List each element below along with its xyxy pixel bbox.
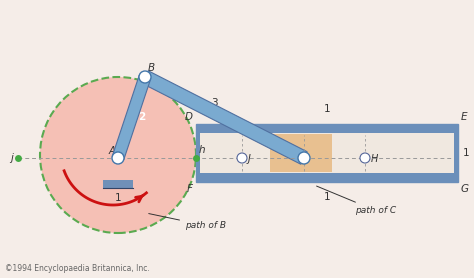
Text: 1: 1 [115, 193, 121, 203]
Text: 1: 1 [324, 192, 330, 202]
Circle shape [360, 153, 370, 163]
Text: j: j [10, 153, 13, 163]
Circle shape [112, 152, 124, 164]
Text: F: F [187, 184, 193, 194]
Text: 3: 3 [211, 98, 218, 108]
Circle shape [298, 152, 310, 164]
Polygon shape [112, 75, 151, 160]
Text: A: A [109, 146, 116, 156]
Text: 4: 4 [279, 158, 285, 168]
Bar [196, 124, 458, 182]
Circle shape [139, 71, 151, 83]
Text: path of B: path of B [149, 214, 226, 230]
Text: H: H [371, 154, 378, 164]
Text: C: C [311, 154, 318, 164]
Text: h: h [199, 145, 206, 155]
Text: 1: 1 [324, 104, 330, 114]
Bar [270, 134, 332, 172]
Text: E: E [461, 112, 467, 122]
Text: ©1994 Encyclopaedia Britannica, Inc.: ©1994 Encyclopaedia Britannica, Inc. [5, 264, 150, 273]
Circle shape [237, 153, 247, 163]
Circle shape [40, 77, 196, 233]
Text: 1: 1 [463, 148, 470, 158]
Text: B: B [148, 63, 155, 73]
Text: D: D [185, 112, 193, 122]
Text: 2: 2 [138, 113, 145, 123]
Text: J: J [248, 154, 251, 164]
Bar [103, 180, 133, 188]
Bar [200, 133, 454, 173]
Text: path of C: path of C [317, 186, 396, 215]
Polygon shape [142, 71, 307, 164]
Text: G: G [461, 184, 469, 194]
